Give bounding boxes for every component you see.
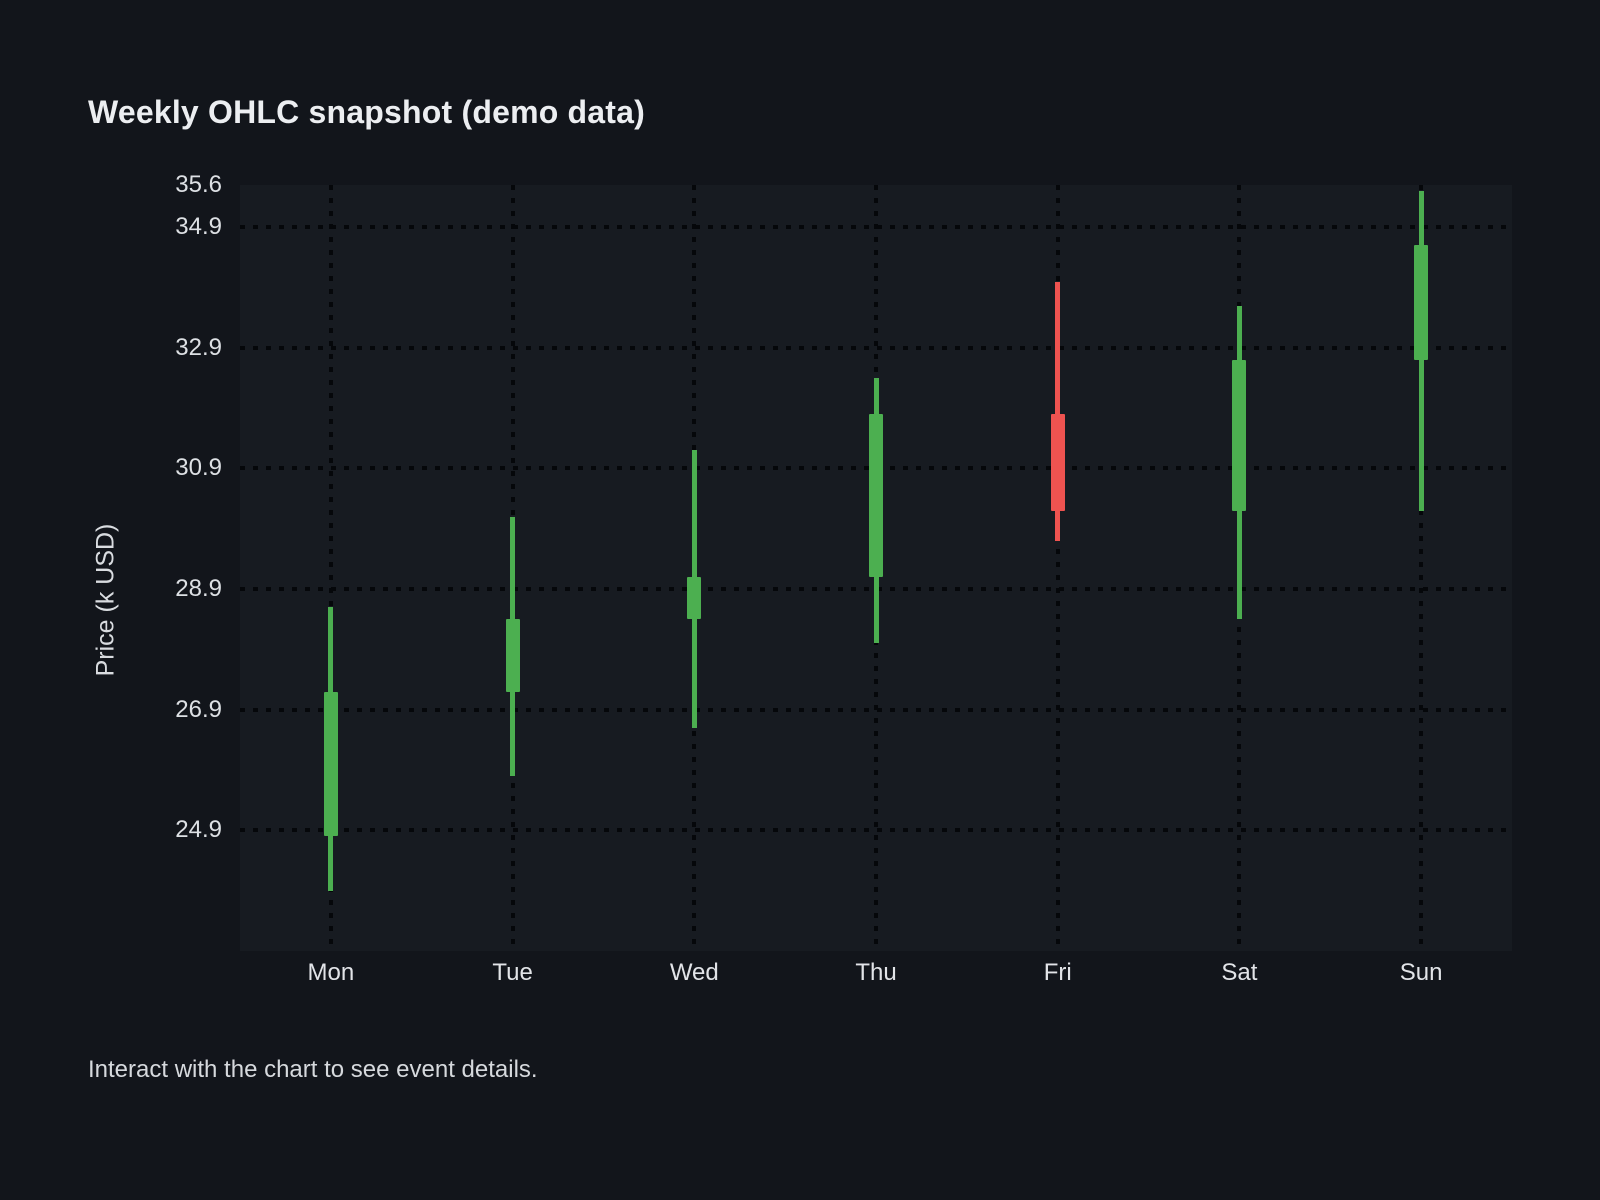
chart-title: Weekly OHLC snapshot (demo data)	[88, 94, 646, 130]
footer-note: Interact with the chart to see event det…	[88, 1056, 538, 1083]
x-tick-label: Sat	[1221, 959, 1258, 986]
y-tick-label: 35.6	[175, 171, 222, 198]
candle-body[interactable]	[1414, 245, 1429, 360]
y-axis: 24.9 26.9 28.9 30.9 32.9 34.9 35.6	[0, 171, 222, 951]
v-gridline	[1055, 185, 1060, 951]
x-tick-label: Thu	[855, 959, 897, 986]
candle-body[interactable]	[1050, 414, 1065, 511]
y-tick-label: 34.9	[175, 213, 222, 241]
candle-body[interactable]	[869, 414, 883, 578]
x-axis: Mon Tue Wed Thu Fri Sat Sun	[240, 951, 1512, 995]
y-tick-label: 32.9	[175, 333, 222, 361]
candle-body[interactable]	[1232, 359, 1247, 511]
v-gridline	[1419, 185, 1424, 951]
y-tick-label: 26.9	[175, 695, 222, 723]
x-tick-label: Fri	[1043, 959, 1072, 986]
y-tick-label: 24.9	[175, 816, 222, 844]
y-tick-label: 28.9	[175, 575, 222, 603]
candle-wick[interactable]	[1055, 281, 1061, 541]
plot-area[interactable]	[240, 185, 1512, 951]
x-tick-label: Mon	[307, 959, 355, 986]
y-tick-label: 30.9	[175, 454, 222, 482]
candle-body[interactable]	[505, 619, 520, 692]
candle-body[interactable]	[687, 577, 702, 620]
x-tick-label: Sun	[1399, 959, 1443, 986]
x-tick-label: Tue	[492, 959, 533, 986]
candle-body[interactable]	[323, 691, 338, 837]
v-gridline	[328, 185, 333, 951]
x-tick-label: Wed	[669, 959, 719, 986]
